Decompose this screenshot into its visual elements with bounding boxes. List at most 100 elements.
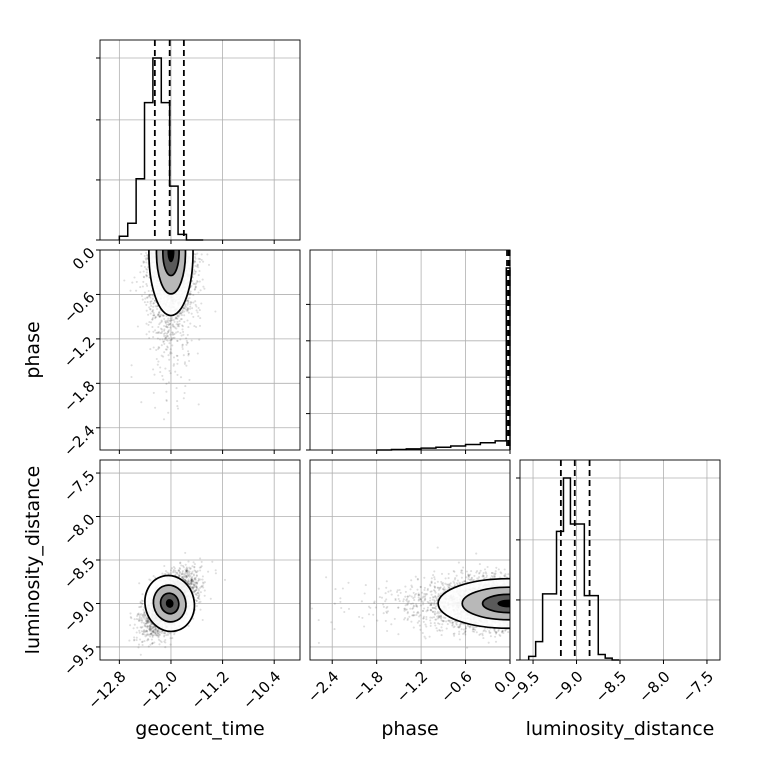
scatter-point [163, 328, 166, 331]
scatter-point [174, 317, 177, 320]
scatter-point [191, 579, 194, 583]
scatter-point [185, 580, 188, 583]
scatter-point [152, 630, 155, 633]
scatter-point [132, 627, 135, 630]
scatter-point [170, 352, 173, 355]
scatter-point [152, 346, 155, 349]
scatter-point [170, 337, 173, 340]
scatter-point [171, 331, 174, 334]
scatter-point [170, 338, 173, 341]
scatter-point [148, 629, 151, 632]
scatter-point [151, 318, 154, 321]
scatter-point [140, 630, 143, 633]
scatter-point [181, 310, 184, 313]
scatter-point [193, 586, 196, 589]
scatter-point [203, 594, 206, 597]
scatter-point [144, 625, 147, 628]
scatter-point [139, 653, 142, 656]
scatter-point [145, 622, 148, 625]
scatter-point [201, 278, 204, 281]
scatter-point [133, 636, 136, 639]
scatter-point [188, 378, 191, 381]
scatter-point [157, 332, 160, 335]
scatter-point [191, 307, 194, 310]
scatter-point [185, 343, 188, 346]
scatter-point [190, 312, 193, 315]
scatter-point [179, 312, 182, 315]
scatter-point [187, 350, 190, 353]
scatter-point [194, 260, 197, 264]
scatter-point [151, 318, 154, 321]
scatter-point [144, 635, 147, 638]
scatter-point [140, 401, 143, 404]
scatter-point [183, 314, 186, 317]
scatter-point [149, 307, 152, 311]
scatter-point [130, 375, 133, 379]
scatter-point [145, 634, 148, 637]
scatter-point [177, 574, 181, 577]
scatter-point [147, 289, 150, 293]
scatter-point [178, 312, 181, 315]
scatter-point [165, 634, 168, 637]
scatter-point [145, 274, 148, 277]
scatter-point [160, 631, 163, 635]
scatter-point [185, 299, 188, 302]
scatter-point [196, 311, 199, 314]
scatter-point [199, 586, 202, 589]
scatter-point [190, 293, 193, 296]
scatter-point [199, 600, 202, 603]
scatter-point [165, 382, 168, 385]
scatter-point [142, 631, 145, 634]
scatter-point [176, 572, 179, 576]
scatter-point [180, 334, 183, 337]
scatter-point [197, 589, 200, 592]
scatter-point [178, 566, 181, 570]
scatter-point [192, 282, 195, 285]
scatter-point [141, 633, 144, 636]
scatter-point [197, 577, 200, 580]
scatter-point [150, 300, 153, 303]
scatter-point [192, 585, 196, 588]
scatter-point [189, 303, 192, 306]
scatter-point [148, 625, 151, 628]
scatter-point [141, 643, 144, 647]
scatter-point [151, 316, 154, 320]
scatter-point [145, 303, 148, 306]
scatter-point [149, 621, 152, 624]
scatter-point [185, 569, 189, 572]
scatter-point [195, 586, 198, 590]
scatter-point [146, 621, 149, 624]
scatter-point [144, 297, 147, 300]
scatter-point [196, 597, 199, 600]
scatter-point [147, 645, 150, 648]
scatter-point [187, 574, 190, 577]
scatter-point [193, 288, 196, 291]
scatter-point [197, 274, 200, 277]
scatter-point [145, 283, 148, 286]
scatter-point [176, 571, 179, 574]
scatter-point [164, 336, 167, 340]
scatter-point [169, 352, 172, 355]
scatter-point [155, 331, 158, 335]
scatter-point [188, 583, 191, 586]
scatter-point [186, 341, 189, 344]
scatter-point [167, 330, 170, 333]
scatter-point [140, 294, 144, 298]
scatter-point [193, 260, 196, 263]
scatter-point [136, 325, 139, 328]
scatter-point [151, 325, 154, 329]
scatter-point [190, 578, 194, 581]
scatter-point [150, 625, 153, 628]
scatter-point [154, 627, 157, 630]
scatter-point [191, 586, 194, 589]
scatter-point [148, 628, 151, 631]
scatter-point [137, 619, 140, 623]
scatter-point [181, 345, 184, 349]
scatter-point [193, 578, 196, 581]
scatter-point [148, 330, 151, 333]
scatter-point [190, 582, 193, 585]
scatter-point [195, 574, 198, 577]
scatter-point [186, 581, 189, 584]
scatter-point [169, 632, 172, 635]
scatter-point [184, 579, 187, 582]
